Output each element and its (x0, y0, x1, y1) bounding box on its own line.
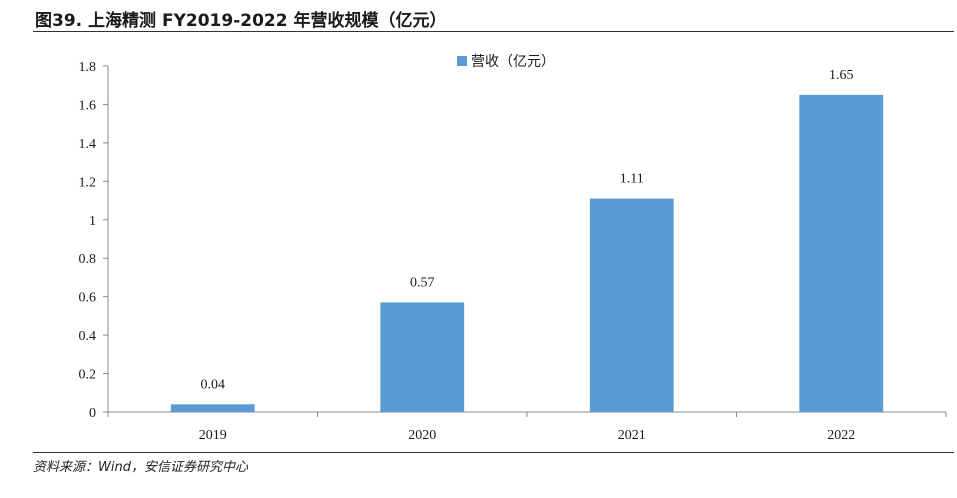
y-tick-label: 1.4 (79, 137, 97, 152)
y-tick-label: 1.2 (79, 175, 97, 190)
y-tick-label: 0.2 (79, 368, 97, 383)
y-tick-label: 1.8 (79, 60, 97, 75)
x-tick-label: 2021 (618, 428, 646, 443)
legend: 营收（亿元） (457, 54, 555, 70)
y-axis: 0 0.2 0.4 0.6 0.8 1 1.2 1.4 1.6 1.8 (79, 60, 109, 421)
y-tick-label: 0.4 (79, 329, 97, 344)
bar-2021 (589, 198, 674, 412)
x-axis: 2019 2020 2021 2022 (107, 411, 947, 443)
figure-title: 图39. 上海精测 FY2019-2022 年营收规模（亿元） (35, 11, 447, 31)
x-tick-label: 2019 (199, 428, 227, 443)
x-tick-label: 2020 (408, 428, 436, 443)
legend-swatch (457, 56, 467, 66)
source-divider (33, 452, 954, 453)
source-note: 资料来源：Wind，安信证券研究中心 (33, 460, 248, 475)
bar-2019 (170, 404, 255, 412)
data-label-2021: 1.11 (620, 172, 644, 187)
y-tick-label: 1 (89, 214, 96, 229)
y-tick-label: 0.6 (79, 291, 97, 306)
data-label-2020: 0.57 (410, 275, 435, 290)
x-tick-label: 2022 (827, 428, 855, 443)
y-tick-label: 0.8 (79, 252, 97, 267)
bar-series (170, 94, 884, 412)
bar-2022 (799, 94, 884, 412)
y-tick-label: 1.6 (79, 98, 97, 113)
legend-label: 营收（亿元） (471, 54, 555, 70)
data-labels: 0.04 0.57 1.11 1.65 (201, 68, 854, 392)
title-divider (33, 31, 954, 32)
data-label-2022: 1.65 (829, 68, 854, 83)
y-tick-label: 0 (89, 406, 96, 421)
data-label-2019: 0.04 (201, 377, 226, 392)
bar-2020 (380, 302, 465, 412)
